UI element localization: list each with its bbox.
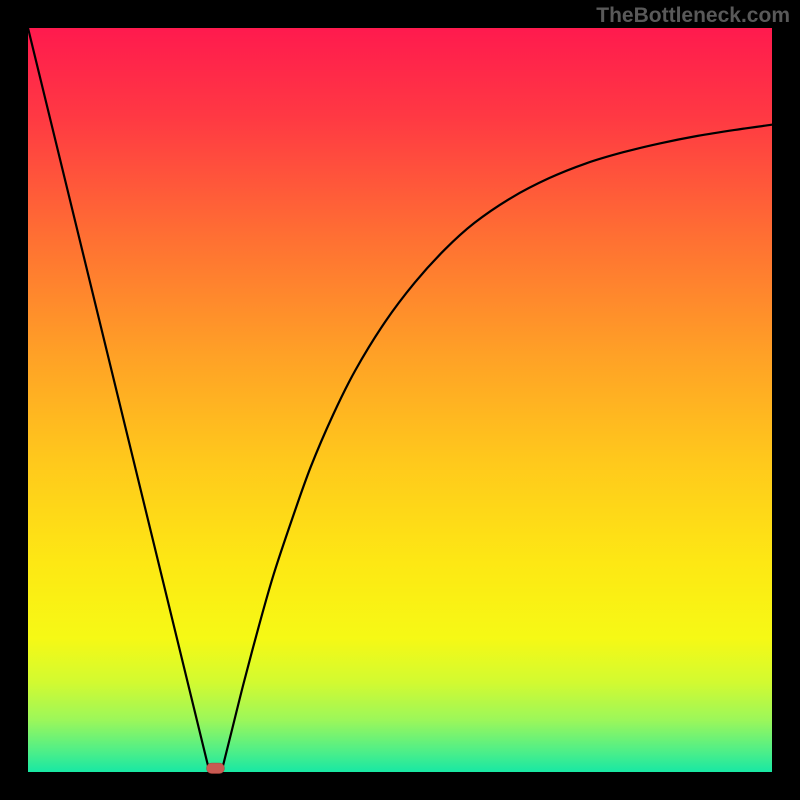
minimum-marker: [207, 763, 225, 773]
chart-container: { "watermark": { "text": "TheBottleneck.…: [0, 0, 800, 800]
plot-background: [28, 28, 772, 772]
watermark-text: TheBottleneck.com: [596, 4, 790, 28]
bottleneck-chart: [0, 0, 800, 800]
